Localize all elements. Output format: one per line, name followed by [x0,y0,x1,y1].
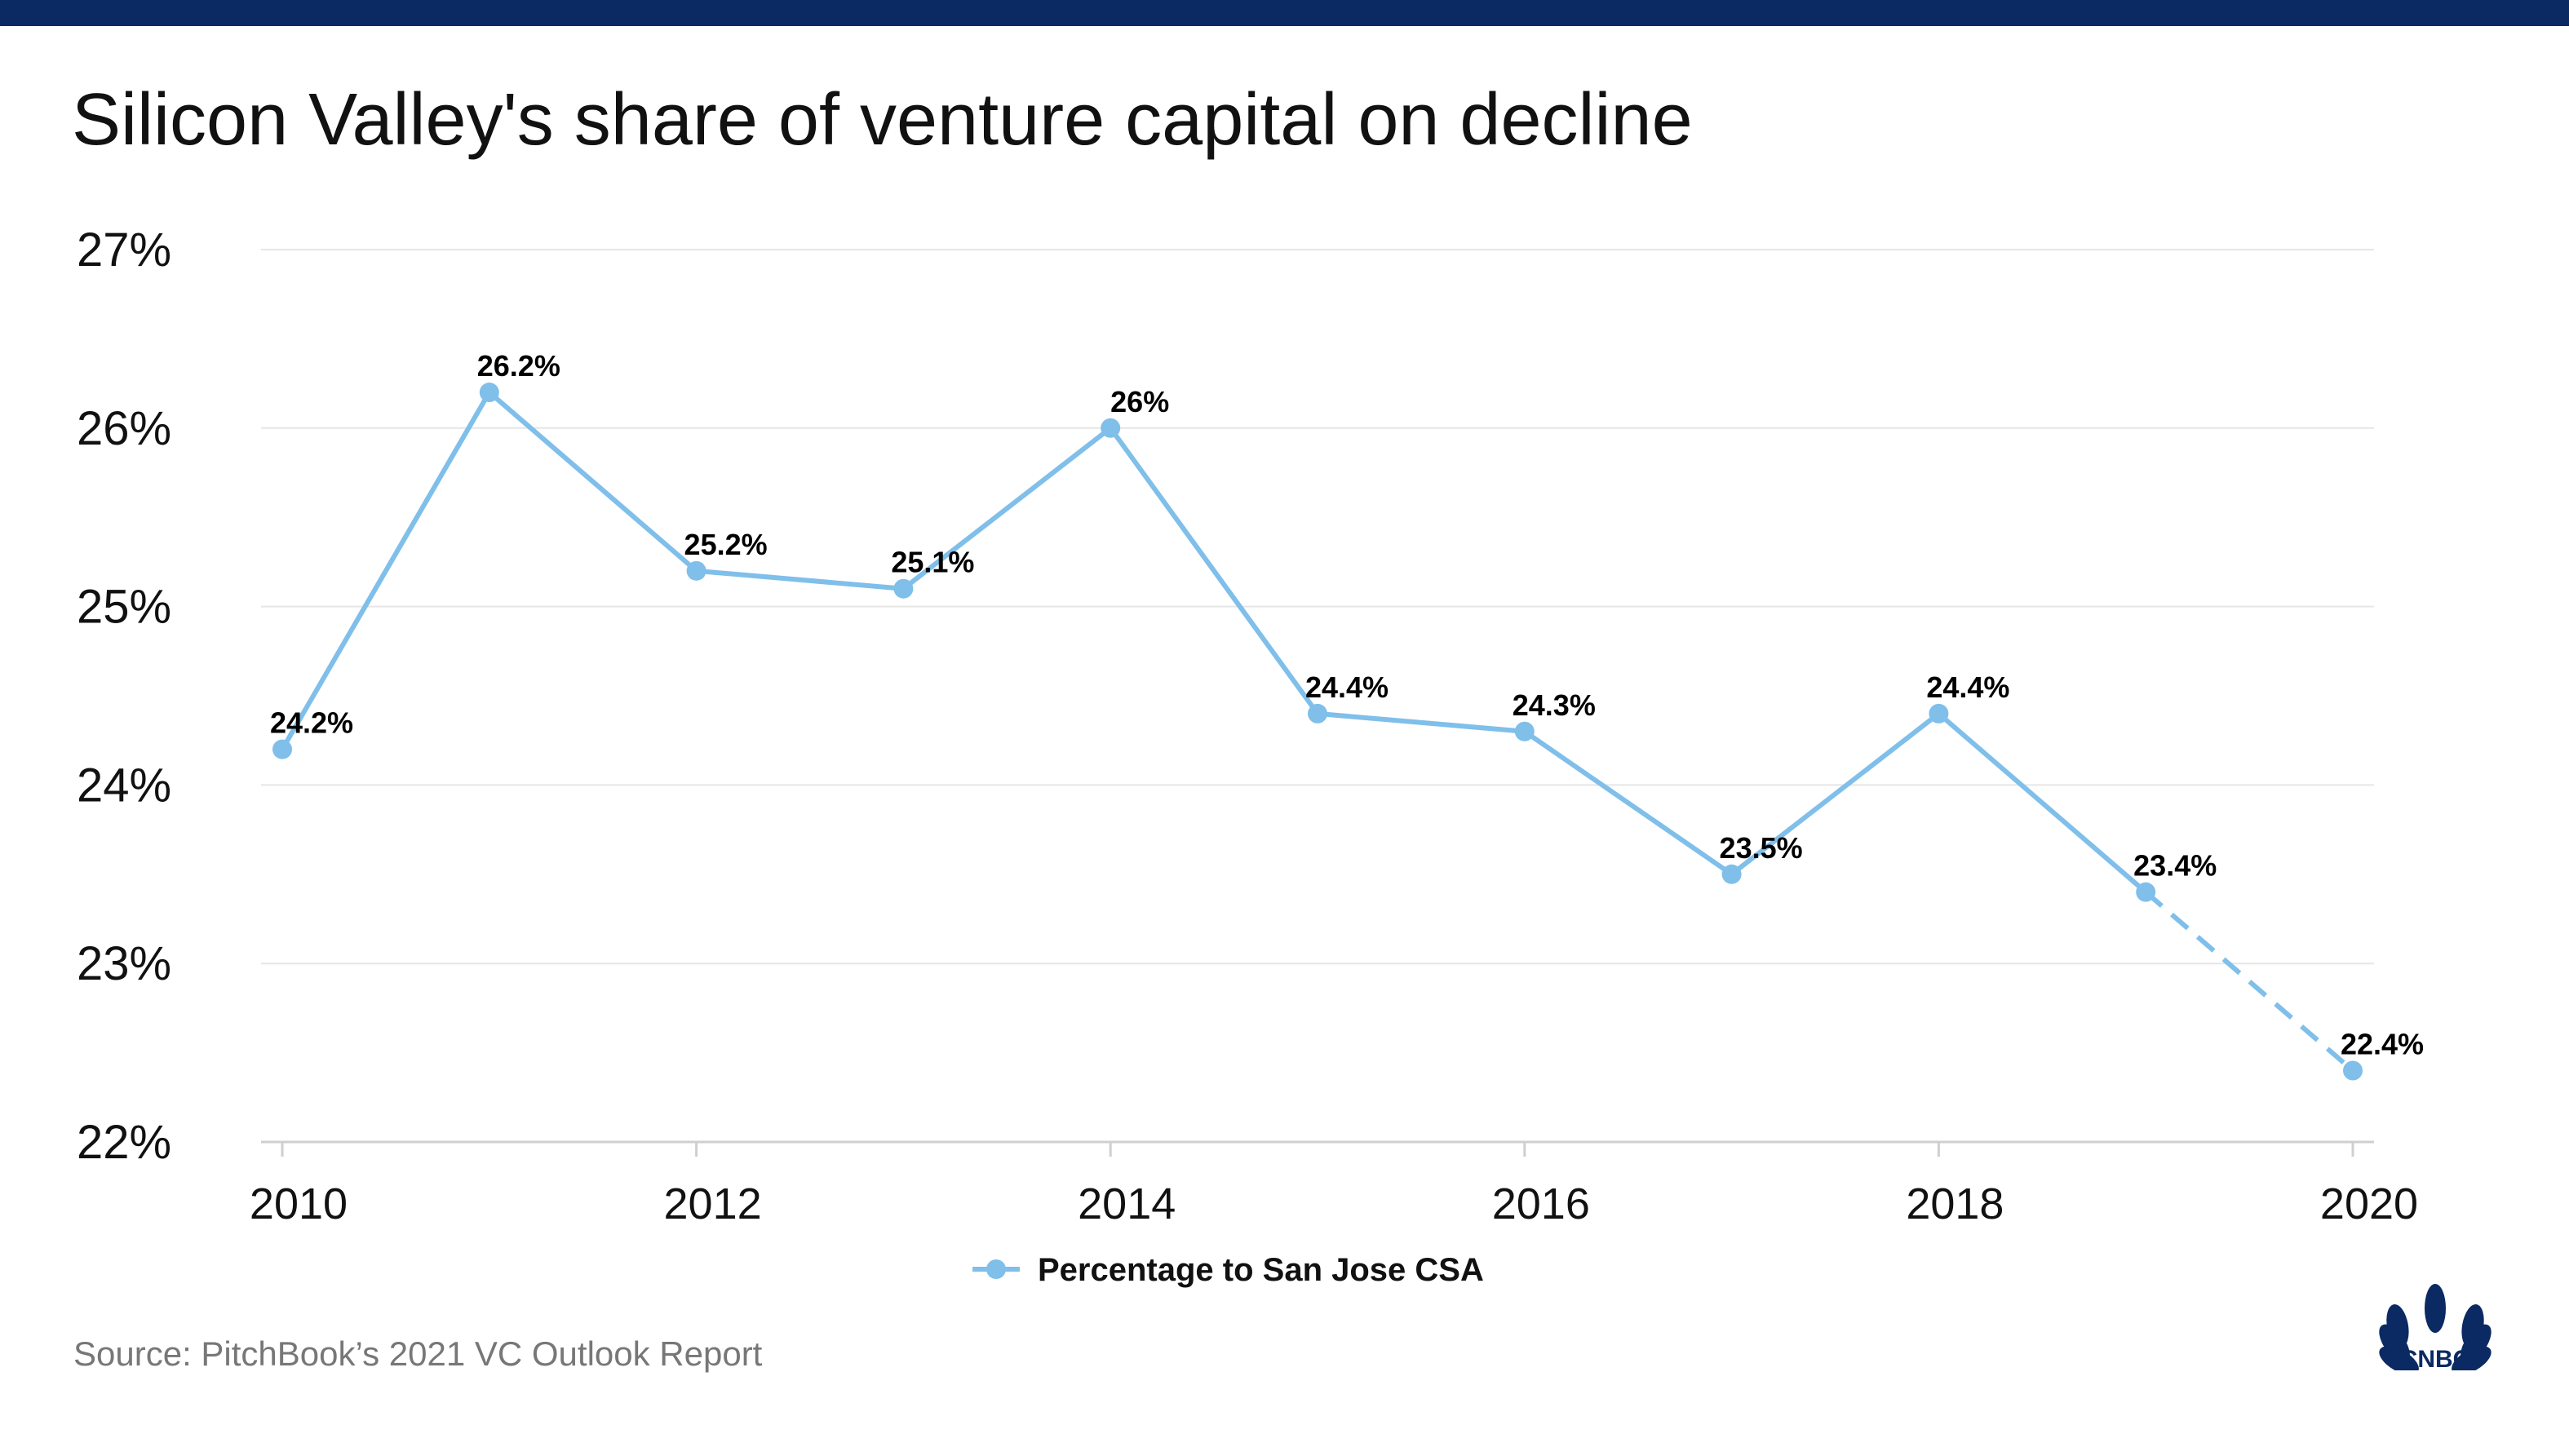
data-label: 25.1% [891,546,974,579]
data-point[interactable] [2343,1060,2363,1081]
data-points [272,383,2363,1081]
series-lines [280,390,2354,1073]
series-line-projected [2144,890,2354,1073]
y-tick-label: 22% [77,1116,171,1169]
data-point[interactable] [1101,418,1121,438]
x-tick-label: 2016 [1492,1179,1590,1228]
top-banner [0,0,2569,26]
y-tick-label: 26% [77,402,171,455]
data-point[interactable] [1929,703,1949,724]
y-tick-label: 24% [77,759,171,812]
x-axis: 2010 2012 2014 2016 2018 2020 [250,1140,2418,1228]
data-label: 26.2% [477,349,560,383]
data-point[interactable] [1721,864,1742,884]
legend-label[interactable]: Percentage to San Jose CSA [1038,1252,1484,1288]
data-point[interactable] [2136,882,2156,902]
data-point[interactable] [479,383,499,403]
data-label: 23.5% [1720,831,1803,865]
source-note: Source: PitchBook’s 2021 VC Outlook Repo… [73,1334,763,1373]
data-label: 24.3% [1513,688,1596,722]
legend-marker [986,1259,1006,1279]
data-point[interactable] [272,739,292,759]
legend: Percentage to San Jose CSA [972,1252,1484,1288]
data-point[interactable] [1514,721,1535,741]
data-label: 24.2% [270,706,353,740]
data-label: 25.2% [684,528,768,561]
y-tick-label: 23% [77,937,171,990]
data-label: 24.4% [1926,670,2009,704]
peacock-feathers [2379,1284,2491,1370]
x-tick-label: 2012 [664,1179,762,1228]
x-tick-label: 2018 [1906,1179,2004,1228]
x-tick-label: 2010 [250,1179,348,1228]
y-tick-label: 25% [77,581,171,634]
data-label: 24.4% [1305,670,1389,704]
data-point[interactable] [1308,703,1327,724]
data-point[interactable] [893,578,914,599]
series-line [280,390,2148,894]
cnbc-peacock-logo: CNBC [2379,1284,2491,1370]
data-label: 23.4% [2133,849,2217,883]
logo-text: CNBC [2400,1346,2471,1370]
x-tick-label: 2020 [2320,1179,2418,1228]
data-labels: 24.2% 26.2% 25.2% 25.1% 26% 24.4% 24.3% 23.5% 24… [270,349,2424,1060]
chart-title: Silicon Valley's share of venture capita… [72,79,1693,161]
y-tick-label: 27% [77,223,171,277]
data-point[interactable] [686,560,706,581]
x-tick-label: 2014 [1078,1179,1176,1228]
data-label: 22.4% [2341,1027,2424,1060]
data-label: 26% [1110,385,1169,418]
y-axis-ticks: 22% 23% 24% 25% 26% 27% [77,223,171,1169]
